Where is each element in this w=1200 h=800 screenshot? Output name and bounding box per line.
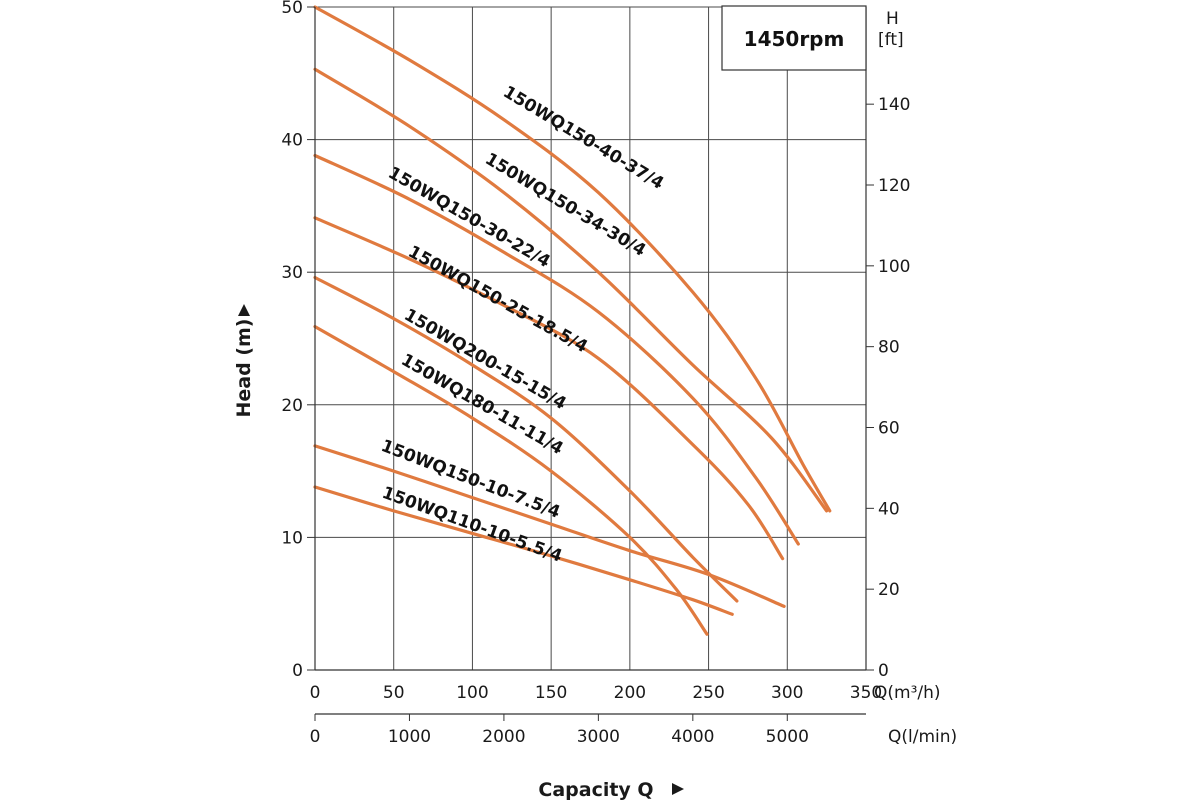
right-tick-label: 120: [878, 176, 910, 196]
x-axis-arrow-icon: [672, 783, 684, 795]
y-axis-arrow-icon: [238, 304, 250, 316]
curve-150wq200-15-15-4: [313, 275, 739, 603]
secondary-x-tick-label: 3000: [577, 727, 620, 747]
right-tick-label: 60: [878, 419, 900, 439]
secondary-x-tick-label: 4000: [671, 727, 714, 747]
right-axis-title-ft: [ft]: [878, 30, 904, 50]
x-tick-label: 200: [614, 683, 646, 703]
curve-150wq110-10-5-5-4: [313, 485, 734, 616]
right-tick-label: 140: [878, 95, 910, 115]
x-tick-label: 150: [535, 683, 567, 703]
y-tick-label: 30: [281, 263, 303, 283]
curve-150wq150-40-37-4: [313, 5, 832, 513]
x-axis-title: Capacity Q: [538, 779, 653, 800]
right-axis-title-h: H: [886, 9, 899, 29]
secondary-x-unit-label: Q(l/min): [888, 727, 957, 747]
speed-label: 1450rpm: [744, 27, 845, 51]
curve-150wq150-10-7-5-4: [313, 444, 786, 608]
right-tick-label: 20: [878, 580, 900, 600]
x-tick-label: 350: [850, 683, 882, 703]
right-tick-label: 40: [878, 499, 900, 519]
curve-labels: 150WQ150-40-37/4150WQ150-34-30/4150WQ150…: [378, 82, 667, 567]
y-tick-label: 0: [292, 661, 303, 681]
secondary-x-tick-label: 5000: [766, 727, 809, 747]
right-tick-label: 0: [878, 661, 889, 681]
x-tick-label: 50: [383, 683, 405, 703]
x-tick-label: 300: [771, 683, 803, 703]
secondary-x-tick-label: 0: [310, 727, 321, 747]
y-tick-label: 50: [281, 0, 303, 18]
curves: [313, 5, 832, 636]
right-tick-label: 80: [878, 338, 900, 358]
curve-150wq180-11-11-4: [313, 325, 709, 636]
y-tick-label: 20: [281, 396, 303, 416]
curve-150wq150-30-22-4: [313, 153, 800, 546]
x-unit-label: Q(m³/h): [874, 683, 941, 703]
x-tick-label: 100: [456, 683, 488, 703]
secondary-x-tick-label: 1000: [388, 727, 431, 747]
y-axis-title-group: Head (m): [233, 319, 255, 418]
curve-150wq150-34-30-4: [313, 67, 829, 513]
y-tick-label: 10: [281, 528, 303, 548]
secondary-x-tick-label: 2000: [482, 727, 525, 747]
y-tick-label: 40: [281, 131, 303, 151]
x-tick-label: 250: [692, 683, 724, 703]
axes: 0 50 100 150 200 250 300 3500102030405002040608…: [281, 0, 910, 747]
right-tick-label: 100: [878, 257, 910, 277]
x-tick-label: 0: [310, 683, 321, 703]
curve-150wq150-25-18-5-4: [313, 216, 785, 561]
y-axis-title: Head (m): [233, 319, 255, 418]
speed-box: [721, 5, 867, 71]
